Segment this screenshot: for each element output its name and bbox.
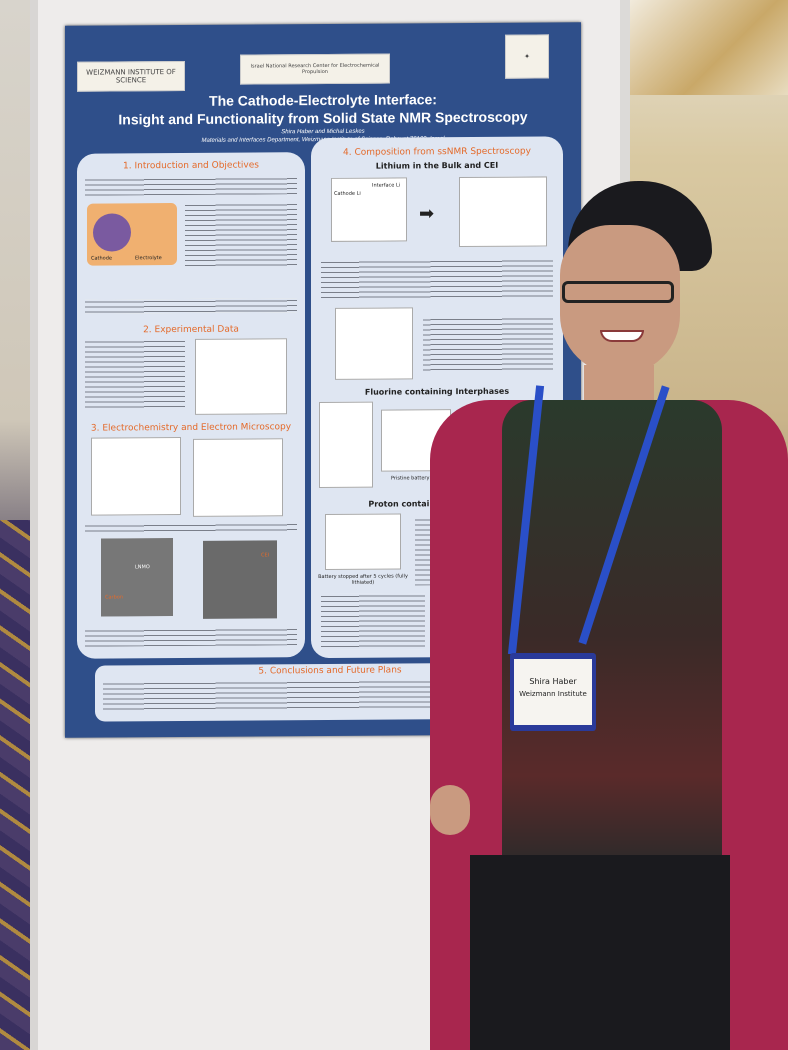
intro-body [185, 202, 297, 267]
cathode-diagram: Cathode Electrolyte [87, 203, 177, 266]
research-center-logo: Israel National Research Center for Elec… [240, 53, 390, 85]
smile [600, 330, 644, 342]
li-spectrum-figure: Cathode Li Interface Li [331, 177, 407, 242]
experimental-text [85, 338, 185, 410]
section-composition-heading: 4. Composition from ssNMR Spectroscopy [343, 146, 531, 158]
li-amount-plot [335, 307, 413, 380]
conclusion-bullets [321, 593, 425, 651]
poster-title-line1: The Cathode-Electrolyte Interface: [209, 91, 437, 109]
interface-li-label: Interface Li [372, 182, 401, 189]
eyeglasses [562, 281, 674, 303]
left-hand [430, 785, 470, 835]
floral-blouse [502, 400, 722, 870]
cathode-label: Cathode [91, 255, 112, 262]
lithium-subheading: Lithium in the Bulk and CEI [375, 160, 499, 171]
weizmann-logo: WEIZMANN INSTITUTE OF SCIENCE [77, 60, 185, 92]
battery-stopped-label: Battery stopped after 5 cycles (fully li… [318, 573, 408, 586]
section-experimental-heading: 2. Experimental Data [143, 324, 239, 336]
capacity-plot-2 [193, 438, 283, 517]
pristine-battery-label: Pristine battery [391, 475, 430, 482]
objective-box [85, 298, 297, 314]
electrolyte-label: Electrolyte [135, 255, 162, 262]
badge-institute: Weizmann Institute [519, 690, 587, 698]
capacity-plot-1 [91, 436, 181, 516]
name-badge: Shira Haber Weizmann Institute [510, 653, 596, 731]
intro-text [85, 176, 297, 196]
weizmann-logo-text: WEIZMANN INSTITUTE OF SCIENCE [86, 68, 176, 85]
badge-name: Shira Haber [529, 677, 577, 686]
fluorine-spectrum-1 [319, 401, 373, 489]
carbon-label: Carbon [105, 594, 124, 601]
pants [470, 855, 730, 1050]
science-foundation-seal: ✦ [505, 34, 549, 79]
ceiling [620, 0, 788, 95]
left-column: 1. Introduction and Objectives Cathode E… [77, 152, 305, 659]
tem-caption [85, 627, 297, 647]
poster-title-line2: Insight and Functionality from Solid Sta… [118, 108, 528, 128]
electrochem-text [85, 522, 297, 534]
voltage-profile-figure [195, 338, 287, 415]
tem-image-2: CEI [203, 540, 277, 619]
cei-label: CEI [261, 552, 270, 559]
proton-spectrum [325, 513, 401, 570]
tem-image-1: LNMO Carbon [101, 538, 173, 617]
section-electrochem-heading: 3. Electrochemistry and Electron Microsc… [90, 422, 292, 434]
section-intro-heading: 1. Introduction and Objectives [123, 160, 259, 172]
lnmo-label: LNMO [135, 564, 150, 571]
center-logo-text: Israel National Research Center for Elec… [250, 62, 380, 76]
cathode-li-label: Cathode Li [334, 190, 361, 197]
person: Shira Haber Weizmann Institute [430, 175, 788, 1050]
